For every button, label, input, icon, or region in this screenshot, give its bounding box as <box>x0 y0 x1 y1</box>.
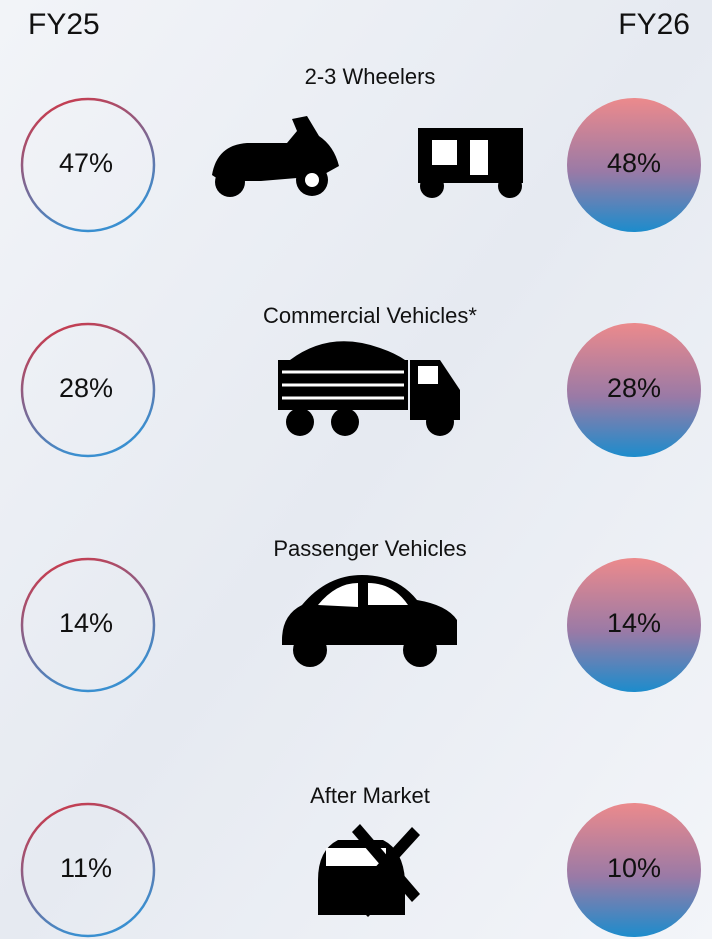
auto-rickshaw-icon <box>418 128 523 198</box>
rows: 2-3 Wheelers 47% 48% Commercial Vehicles* 28… <box>20 64 701 938</box>
fy25-circle <box>20 322 156 458</box>
fy26-circle <box>567 98 701 232</box>
fy26-circle <box>567 803 701 937</box>
row-label: Passenger Vehicles <box>273 536 466 561</box>
fy25-value: 14% <box>59 608 113 638</box>
fy26-circle <box>567 558 701 692</box>
header-left: FY25 <box>28 8 100 41</box>
repair-icon <box>318 824 420 917</box>
fy25-value: 47% <box>59 148 113 178</box>
fy25-value: 28% <box>59 373 113 403</box>
row-label: 2-3 Wheelers <box>305 64 436 89</box>
row-label: Commercial Vehicles* <box>263 303 477 328</box>
fy26-value: 48% <box>607 148 661 178</box>
fy26-value: 14% <box>607 608 661 638</box>
car-icon <box>282 575 457 667</box>
truck-icon <box>278 341 460 436</box>
row-label: After Market <box>310 783 430 808</box>
fy25-circle <box>20 557 156 693</box>
header-right: FY26 <box>618 8 690 41</box>
fy25-circle <box>20 97 156 233</box>
fy26-value: 28% <box>607 373 661 403</box>
fy25-circle <box>20 802 156 938</box>
fy26-circle <box>567 323 701 457</box>
fy26-value: 10% <box>607 853 661 883</box>
scooter-icon <box>212 116 339 197</box>
fy25-value: 11% <box>60 853 112 883</box>
